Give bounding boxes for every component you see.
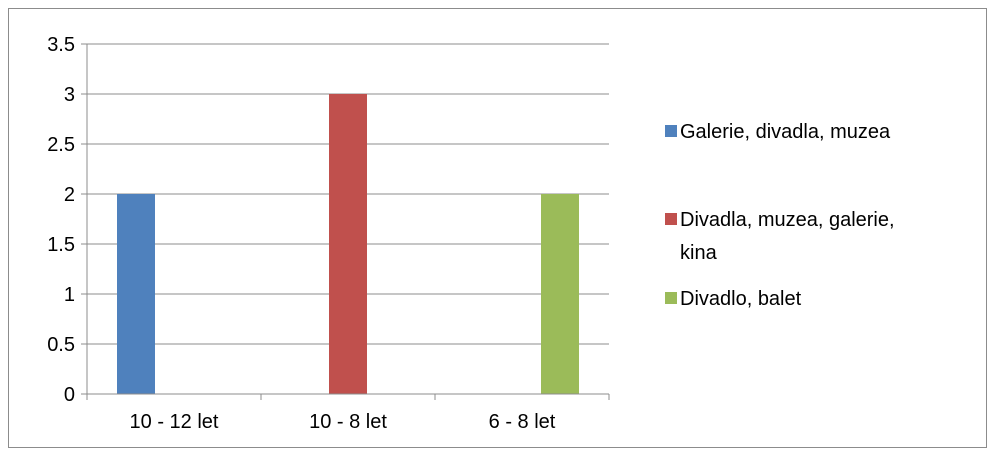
y-tick-label: 2: [64, 184, 75, 206]
legend-swatch: [665, 125, 677, 137]
legend-label: Galerie, divadla, muzea: [680, 121, 891, 143]
y-axis-tick-labels: 0 0.5 1 1.5 2 2.5 3 3.5: [47, 34, 75, 406]
y-tick-label: 2.5: [47, 134, 75, 156]
y-tick-label: 3: [64, 84, 75, 106]
chart-frame: [8, 8, 987, 448]
bar: [329, 94, 367, 394]
legend-label: Divadla, muzea, galerie, kina: [680, 209, 895, 264]
x-axis-tick-labels: 10 - 12 let 10 - 8 let 6 - 8 let: [130, 411, 556, 433]
bar: [541, 194, 579, 394]
y-tick-label: 1.5: [47, 234, 75, 256]
x-tick-label: 10 - 12 let: [130, 411, 219, 433]
y-tick-label: 3.5: [47, 34, 75, 56]
legend-label: Divadlo, balet: [680, 288, 802, 310]
y-tick-label: 1: [64, 284, 75, 306]
x-tick-label: 10 - 8 let: [309, 411, 387, 433]
x-tick-label: 6 - 8 let: [489, 411, 556, 433]
bar: [117, 194, 155, 394]
legend: Galerie, divadla, muzea Divadla, muzea, g…: [665, 121, 895, 310]
bars: [117, 94, 579, 394]
legend-swatch: [665, 292, 677, 304]
y-tick-label: 0: [64, 384, 75, 406]
y-tick-label: 0.5: [47, 334, 75, 356]
legend-swatch: [665, 213, 677, 225]
axes: [81, 43, 610, 400]
